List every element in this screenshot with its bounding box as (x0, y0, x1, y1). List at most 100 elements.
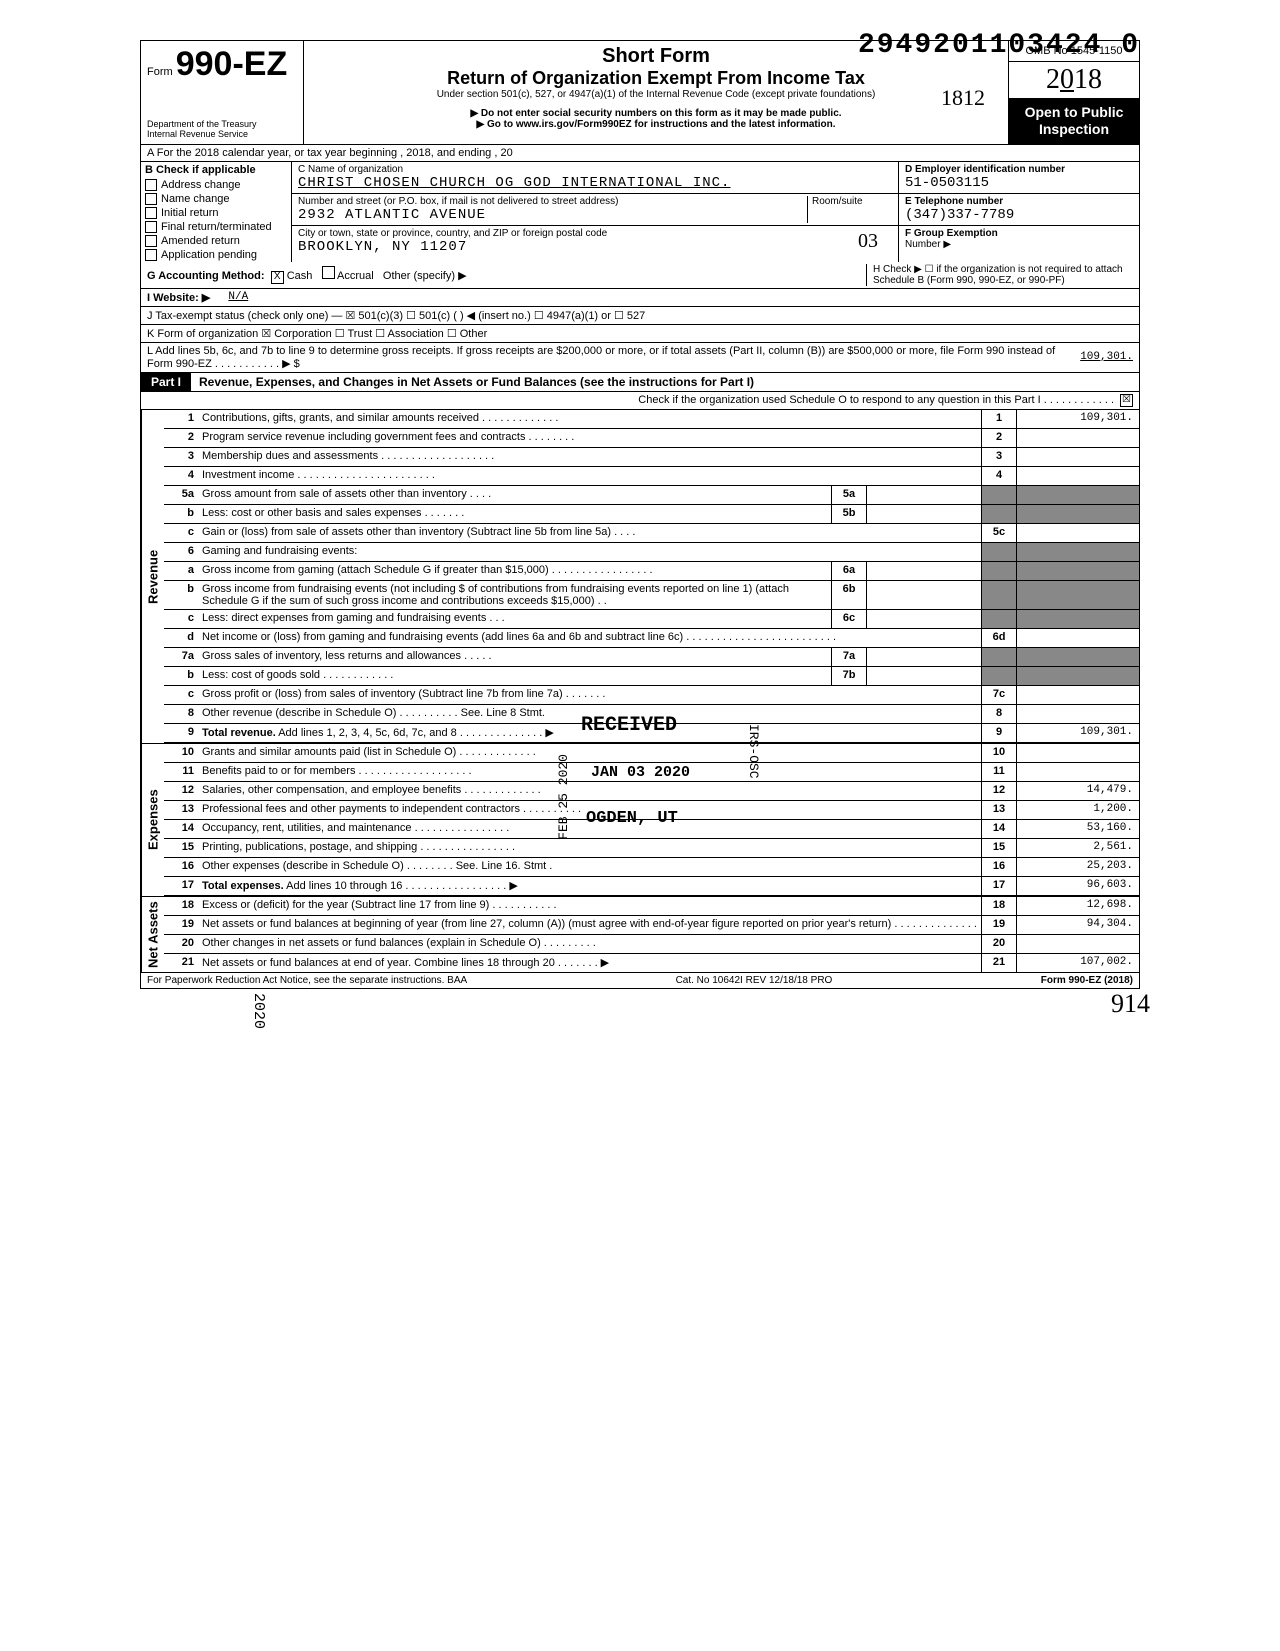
line-number: 20 (164, 935, 198, 953)
stamp-2020: 2020 (250, 993, 267, 1029)
lbl-initial-return: Initial return (161, 207, 218, 219)
line-desc: Salaries, other compensation, and employ… (198, 782, 981, 800)
line-number: 13 (164, 801, 198, 819)
room-hand: 03 (858, 230, 878, 253)
form-line: cGross profit or (loss) from sales of in… (164, 686, 1139, 705)
line-number: b (164, 581, 198, 609)
line-desc: Less: cost of goods sold . . . . . . . .… (198, 667, 831, 685)
chk-address-change[interactable] (145, 179, 157, 191)
right-line-number: 8 (981, 705, 1016, 723)
line-desc: Gross amount from sale of assets other t… (198, 486, 831, 504)
right-line-number (981, 667, 1016, 685)
form-line: aGross income from gaming (attach Schedu… (164, 562, 1139, 581)
line-desc: Benefits paid to or for members . . . . … (198, 763, 981, 781)
line-number: c (164, 686, 198, 704)
lbl-amended: Amended return (161, 235, 240, 247)
line-number: 18 (164, 897, 198, 915)
right-line-number (981, 610, 1016, 628)
right-line-value (1016, 629, 1139, 647)
line-number: 4 (164, 467, 198, 485)
mid-line-value (866, 667, 981, 685)
chk-app-pending[interactable] (145, 249, 157, 261)
lbl-accrual: Accrual (337, 270, 374, 282)
form-line: cGain or (loss) from sale of assets othe… (164, 524, 1139, 543)
right-line-number: 12 (981, 782, 1016, 800)
lbl-final-return: Final return/terminated (161, 221, 272, 233)
line-number: 1 (164, 410, 198, 428)
tel-value: (347)337-7789 (905, 207, 1133, 223)
chk-cash[interactable]: X (271, 271, 284, 284)
chk-amended[interactable] (145, 235, 157, 247)
row-h: H Check ▶ ☐ if the organization is not r… (866, 264, 1133, 286)
tax-year: 2018 (1009, 62, 1139, 98)
mid-line-number: 6c (831, 610, 866, 628)
line-desc: Net income or (loss) from gaming and fun… (198, 629, 981, 647)
right-line-number: 21 (981, 954, 1016, 972)
line-desc: Contributions, gifts, grants, and simila… (198, 410, 981, 428)
mid-line-value (866, 581, 981, 609)
right-line-number: 1 (981, 410, 1016, 428)
chk-name-change[interactable] (145, 193, 157, 205)
chk-initial-return[interactable] (145, 207, 157, 219)
line-number: 9 (164, 724, 198, 742)
right-line-number: 16 (981, 858, 1016, 876)
website-value: N/A (228, 291, 248, 303)
line-number: 10 (164, 744, 198, 762)
form-line: 18Excess or (deficit) for the year (Subt… (164, 897, 1139, 916)
line-number: d (164, 629, 198, 647)
chk-accrual[interactable] (322, 266, 335, 279)
right-line-value (1016, 524, 1139, 542)
schedo-check[interactable]: ☒ (1120, 394, 1133, 407)
right-line-number (981, 543, 1016, 561)
open-public-badge: Open to Public Inspection (1009, 98, 1139, 144)
right-line-value: 109,301. (1016, 410, 1139, 428)
line-number: a (164, 562, 198, 580)
ssn-warning: ▶ Do not enter social security numbers o… (310, 108, 1002, 119)
form-line: bLess: cost or other basis and sales exp… (164, 505, 1139, 524)
line-desc: Less: cost or other basis and sales expe… (198, 505, 831, 523)
line-desc: Gross sales of inventory, less returns a… (198, 648, 831, 666)
ein-label: D Employer identification number (905, 164, 1133, 175)
line-number: 11 (164, 763, 198, 781)
right-line-value (1016, 562, 1139, 580)
line-desc: Gaming and fundraising events: (198, 543, 981, 561)
form-line: 7aGross sales of inventory, less returns… (164, 648, 1139, 667)
form-line: 16Other expenses (describe in Schedule O… (164, 858, 1139, 877)
col-b-header: B Check if applicable (141, 162, 291, 178)
section-netassets: Net Assets (141, 897, 164, 972)
row-j: J Tax-exempt status (check only one) — ☒… (140, 307, 1140, 325)
section-expenses: Expenses (141, 744, 164, 896)
right-line-value: 12,698. (1016, 897, 1139, 915)
footer-left: For Paperwork Reduction Act Notice, see … (147, 975, 467, 986)
line-number: 7a (164, 648, 198, 666)
right-line-number: 6d (981, 629, 1016, 647)
line-number: 17 (164, 877, 198, 895)
line-desc: Excess or (deficit) for the year (Subtra… (198, 897, 981, 915)
right-line-value (1016, 610, 1139, 628)
handwritten-note: 1812 (941, 85, 985, 111)
right-line-number: 20 (981, 935, 1016, 953)
form-line: 4Investment income . . . . . . . . . . .… (164, 467, 1139, 486)
group-exempt-label: F Group Exemption (905, 228, 1133, 239)
row-a-tax-year: A For the 2018 calendar year, or tax yea… (140, 145, 1140, 162)
right-line-value (1016, 467, 1139, 485)
right-line-number: 9 (981, 724, 1016, 742)
line-desc: Grants and similar amounts paid (list in… (198, 744, 981, 762)
form-line: 19Net assets or fund balances at beginni… (164, 916, 1139, 935)
return-subtitle: Under section 501(c), 527, or 4947(a)(1)… (310, 89, 1002, 100)
form-line: 5aGross amount from sale of assets other… (164, 486, 1139, 505)
form-line: bGross income from fundraising events (n… (164, 581, 1139, 610)
right-line-number (981, 581, 1016, 609)
form-line: 3Membership dues and assessments . . . .… (164, 448, 1139, 467)
form-line: 17Total expenses. Add lines 10 through 1… (164, 877, 1139, 896)
row-g-label: G Accounting Method: (147, 270, 265, 282)
lbl-app-pending: Application pending (161, 249, 257, 261)
mid-line-number: 5a (831, 486, 866, 504)
city-value: BROOKLYN, NY 11207 (298, 239, 892, 255)
right-line-value (1016, 543, 1139, 561)
right-line-value (1016, 667, 1139, 685)
right-line-number: 15 (981, 839, 1016, 857)
mid-line-number: 5b (831, 505, 866, 523)
chk-final-return[interactable] (145, 221, 157, 233)
form-line: dNet income or (loss) from gaming and fu… (164, 629, 1139, 648)
